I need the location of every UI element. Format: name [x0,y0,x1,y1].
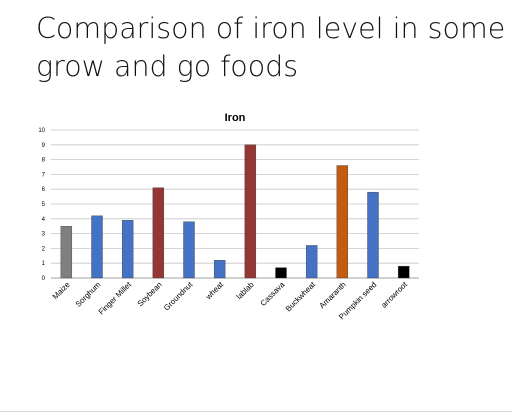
x-tick-label: Groundnut [162,279,195,312]
y-tick-label: 0 [42,276,46,282]
bar-cassava [275,267,287,279]
slide-title: Comparison of iron level in some grow an… [36,10,506,86]
bars [60,144,410,279]
bar-buckwheat [305,245,318,279]
y-tick-label: 5 [42,202,46,208]
y-tick-label: 3 [42,232,46,238]
bar-amaranth [336,165,349,279]
x-tick-label: Cassava [259,280,287,308]
y-tick-label: 7 [42,172,46,178]
bar-wheat [213,260,226,279]
bar-sorghum [91,215,103,279]
slide-title-line-1: Comparison of iron level in some [36,12,506,45]
x-tick-label: Amaranth [317,280,347,310]
chart-title: Iron [225,112,246,124]
x-tick-label: Finger Millet [97,279,134,316]
y-axis-ticks: 0 1 2 3 4 5 6 7 8 9 10 [38,128,45,282]
x-tick-label: arrowroot [379,279,409,309]
y-tick-label: 1 [42,261,46,267]
x-tick-label: wheat [203,279,225,301]
bar-groundnut [183,221,195,279]
y-tick-label: 4 [42,217,46,223]
x-tick-label: Soybean [136,280,164,308]
x-tick-label: Maize [51,280,72,301]
slide-title-line-2: grow and go foods [36,50,299,83]
y-tick-label: 10 [38,128,45,134]
bar-arrowroot [397,265,410,279]
bar-lablab [244,144,257,279]
x-tick-label: Buckwheat [284,279,318,313]
bar-pumpkin-seed [367,191,379,279]
gridlines [51,129,419,279]
divider [0,411,512,412]
bar-maize [60,225,73,279]
bar-soybean [152,187,165,279]
y-tick-label: 6 [42,187,46,193]
x-tick-label: Sorghum [74,280,103,309]
y-tick-label: 8 [42,158,46,164]
y-tick-label: 9 [42,143,46,149]
bar-finger-millet [121,220,134,279]
x-tick-label: lablab [235,280,257,302]
y-tick-label: 2 [42,246,46,252]
